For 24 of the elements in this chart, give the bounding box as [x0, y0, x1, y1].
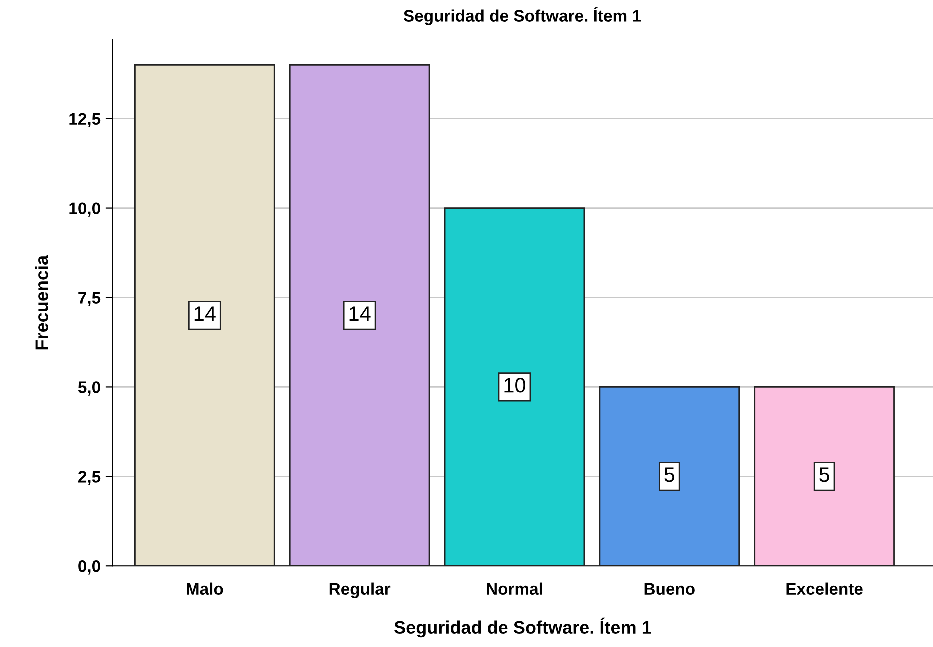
- y-tick-label: 2,5: [78, 471, 101, 486]
- x-tick-label: Normal: [487, 582, 542, 596]
- x-tick-label: Excelente: [786, 582, 863, 596]
- y-tick-label: 12,5: [70, 113, 101, 128]
- bar: [599, 386, 740, 566]
- y-tick-label: 0,0: [78, 560, 100, 575]
- data-label: 14: [350, 306, 371, 322]
- data-label: 14: [194, 306, 216, 322]
- y-tick-label: 10,0: [70, 202, 100, 217]
- data-label: 5: [664, 468, 675, 482]
- data-label: 10: [504, 378, 526, 393]
- bar: [444, 208, 586, 566]
- x-tick-label: Malo: [187, 582, 224, 596]
- data-label: 5: [820, 468, 830, 482]
- chart-title: Seguridad de Software. Ítem 1: [404, 7, 642, 26]
- x-tick-label: Regular: [330, 582, 391, 598]
- bar: [134, 64, 276, 566]
- bar: [289, 64, 430, 566]
- bar: [754, 386, 895, 566]
- y-tick-label: 5,0: [78, 382, 100, 396]
- x-tick-label: Bueno: [644, 583, 695, 596]
- x-axis-title: Seguridad de Software. Ítem 1: [394, 618, 652, 638]
- y-tick-label: 7,5: [78, 292, 101, 306]
- y-axis-title: Frecuencia: [35, 255, 48, 350]
